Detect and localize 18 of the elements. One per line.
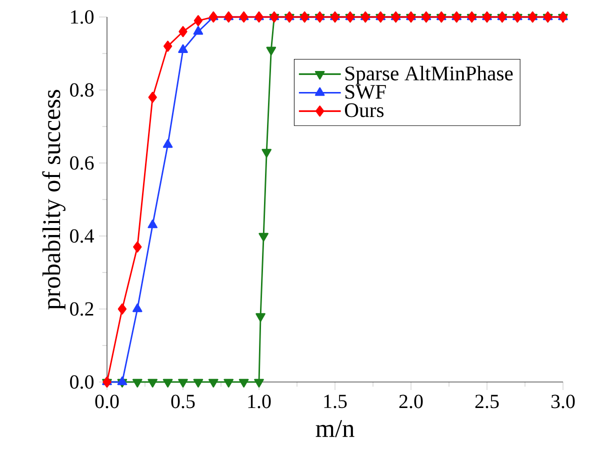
x-axis-title: m/n [316,420,354,438]
y-tick-label: 0.8 [70,83,94,97]
x-tick-label: 0.0 [95,394,119,408]
y-tick-label: 0.2 [70,302,94,316]
legend-label: Ours [344,103,384,118]
y-tick-label: 1.0 [71,10,94,24]
x-tick-label: 1.5 [324,394,347,408]
x-tick-label: 0.5 [171,394,195,408]
x-tick-label: 2.5 [475,394,499,408]
x-tick-label: 2.0 [399,394,423,408]
x-tick-label: 3.0 [551,394,575,408]
y-tick-label: 0.0 [70,375,94,389]
y-tick-label: 0.6 [70,156,94,170]
legend-label: SWF [345,84,386,99]
y-axis-title: probability of success [42,90,66,310]
legend-label: Sparse AltMinPhase [345,66,513,85]
y-tick-label: 0.4 [70,229,94,243]
x-tick-label: 1.0 [248,394,271,408]
